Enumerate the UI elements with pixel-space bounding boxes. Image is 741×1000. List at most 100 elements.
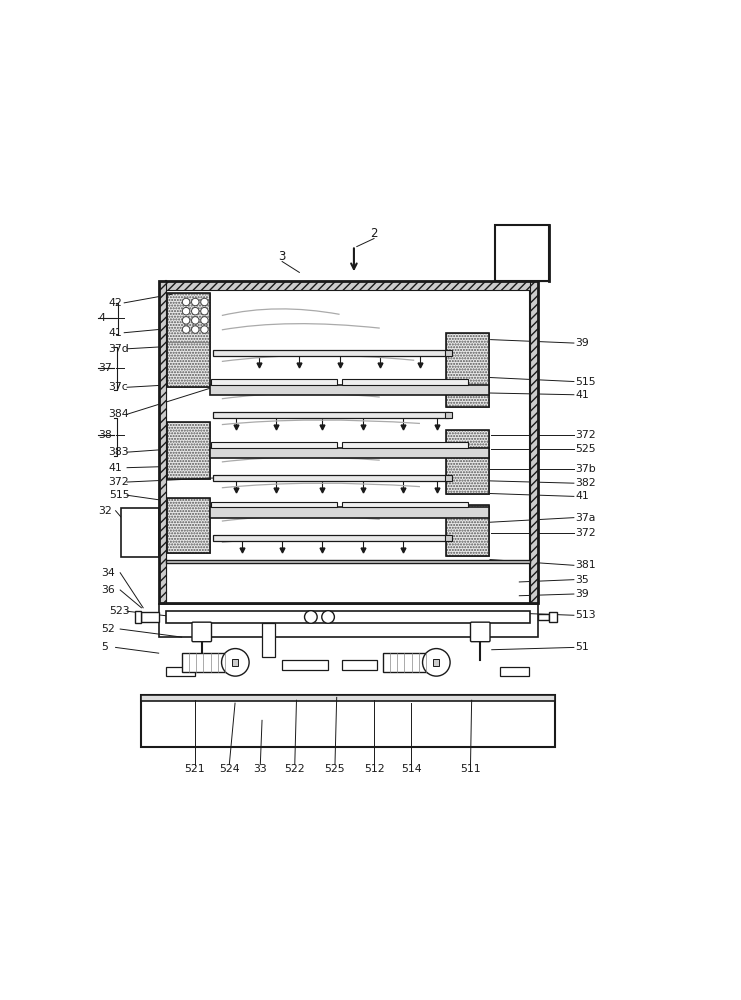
Bar: [159, 281, 166, 603]
Circle shape: [182, 307, 190, 315]
Text: 37d: 37d: [109, 344, 130, 354]
Text: 2: 2: [370, 227, 378, 240]
Text: 37c: 37c: [109, 382, 128, 392]
Text: 523: 523: [109, 606, 130, 616]
Bar: [445, 535, 452, 541]
Bar: [166, 560, 531, 563]
Bar: [446, 333, 489, 407]
Circle shape: [201, 298, 208, 306]
Bar: [122, 508, 159, 557]
Bar: [342, 502, 468, 507]
Text: 372: 372: [575, 430, 596, 440]
Bar: [167, 293, 210, 387]
Circle shape: [182, 317, 190, 324]
Text: 52: 52: [102, 624, 115, 634]
Bar: [166, 611, 531, 623]
Text: 522: 522: [285, 764, 305, 774]
Bar: [342, 442, 468, 448]
Circle shape: [201, 307, 208, 315]
Text: 372: 372: [109, 477, 130, 487]
Text: 384: 384: [109, 409, 130, 419]
Text: 382: 382: [575, 478, 596, 488]
Text: 5: 5: [102, 642, 108, 652]
Bar: [232, 659, 238, 666]
Bar: [445, 412, 452, 418]
Circle shape: [322, 611, 334, 623]
Text: 524: 524: [219, 764, 239, 774]
Bar: [538, 614, 549, 620]
Circle shape: [201, 317, 208, 324]
Bar: [213, 535, 448, 541]
Bar: [342, 660, 377, 670]
Bar: [211, 502, 337, 507]
Text: 4: 4: [99, 313, 105, 323]
Text: 31: 31: [510, 229, 525, 242]
Text: 37a: 37a: [575, 513, 595, 523]
Text: 521: 521: [185, 764, 205, 774]
Bar: [531, 281, 538, 603]
Text: 525: 525: [575, 444, 596, 454]
Bar: [446, 430, 489, 494]
Bar: [213, 475, 448, 481]
Text: 513: 513: [575, 610, 596, 620]
Text: 33: 33: [253, 764, 268, 774]
Bar: [167, 293, 210, 387]
Text: 511: 511: [460, 764, 481, 774]
Bar: [500, 667, 529, 676]
Text: 37: 37: [99, 363, 112, 373]
Bar: [446, 505, 489, 556]
Bar: [445, 475, 452, 481]
Bar: [142, 695, 555, 701]
Bar: [210, 385, 489, 395]
Circle shape: [222, 649, 249, 676]
Bar: [167, 422, 210, 479]
Circle shape: [191, 298, 199, 306]
Bar: [210, 507, 489, 518]
Bar: [211, 379, 337, 385]
Text: 32: 32: [99, 506, 112, 516]
Bar: [159, 281, 538, 290]
Text: 39: 39: [575, 338, 589, 348]
Text: 41: 41: [575, 491, 589, 501]
Text: 525: 525: [325, 764, 345, 774]
Bar: [159, 281, 538, 603]
Bar: [213, 350, 448, 356]
Circle shape: [182, 326, 190, 333]
Text: 41: 41: [109, 328, 122, 338]
Text: 372: 372: [575, 528, 596, 538]
Text: 42: 42: [109, 298, 122, 308]
Bar: [342, 379, 468, 385]
Bar: [213, 412, 448, 418]
Bar: [167, 498, 210, 553]
Bar: [494, 275, 549, 281]
Text: 38: 38: [99, 430, 112, 440]
Bar: [167, 498, 210, 553]
Text: 514: 514: [401, 764, 422, 774]
Bar: [382, 653, 433, 672]
Text: 34: 34: [102, 568, 115, 578]
Text: 36: 36: [102, 585, 115, 595]
Text: 51: 51: [575, 642, 589, 652]
Bar: [446, 333, 489, 407]
Bar: [135, 611, 142, 623]
Bar: [282, 660, 328, 670]
Bar: [210, 448, 489, 458]
Text: 512: 512: [364, 764, 385, 774]
Bar: [549, 612, 557, 622]
Bar: [182, 653, 232, 672]
Bar: [159, 604, 538, 637]
Bar: [446, 430, 489, 494]
Bar: [211, 442, 337, 448]
Bar: [142, 612, 159, 622]
Text: 37b: 37b: [575, 464, 596, 474]
Text: 35: 35: [575, 575, 589, 585]
Bar: [142, 695, 555, 747]
Text: 39: 39: [575, 589, 589, 599]
Text: 383: 383: [109, 447, 130, 457]
Text: 515: 515: [109, 490, 130, 500]
Bar: [262, 623, 275, 657]
Circle shape: [305, 611, 317, 623]
FancyBboxPatch shape: [471, 622, 490, 642]
Bar: [494, 225, 549, 230]
Circle shape: [191, 307, 199, 315]
